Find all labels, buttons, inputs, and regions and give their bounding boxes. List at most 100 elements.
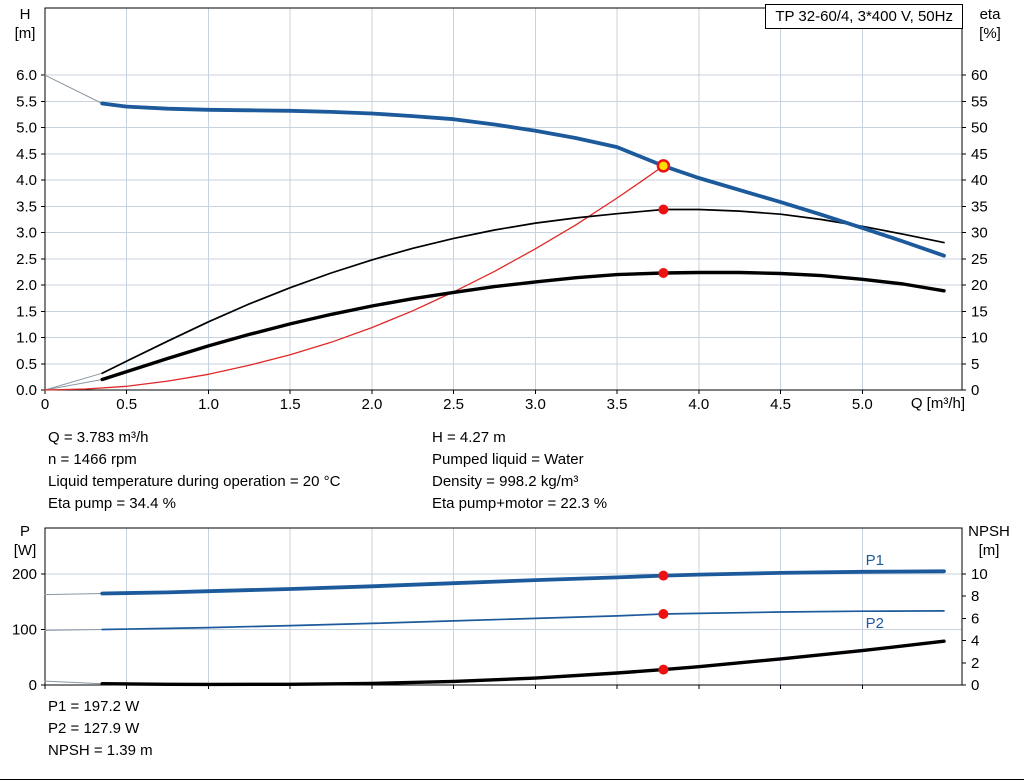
info-line-npsh: NPSH = 1.39 m [48, 742, 153, 759]
p-axis-title-symbol: P [19, 523, 30, 540]
y-left-tick-label: 3.5 [16, 198, 37, 215]
operating-point [656, 159, 671, 173]
y-left-tick-label: 1.5 [16, 303, 37, 320]
y-right-tick-label: 60 [971, 67, 988, 84]
duty-point-eta-pump-motor [658, 268, 669, 278]
eta-pump-line [101, 208, 945, 375]
info-line-q: Q = 3.783 m³/h [48, 429, 149, 446]
x-tick-label: 1.0 [198, 396, 219, 413]
plot-border [44, 527, 963, 686]
p2-label: P2 [866, 615, 884, 632]
y-right-tick-label: 45 [971, 146, 988, 163]
y-right-tick-label: 5 [971, 356, 979, 373]
y-left-tick-label: 0.5 [16, 356, 37, 373]
bottom-divider [0, 779, 1024, 780]
x-tick-label: 2.5 [443, 396, 464, 413]
p1-lead-line [44, 593, 103, 596]
npsh-axis-title: NPSH [m] [960, 522, 1018, 560]
duty-point-eta-pump [658, 204, 669, 215]
y-right-tick-label: 0 [971, 382, 979, 399]
y-right-tick-label: 4 [971, 633, 979, 650]
y-right-tick-label: 10 [971, 566, 988, 583]
h-axis-title-symbol: H [19, 6, 31, 23]
p2-lead-line [44, 629, 103, 631]
y-left-tick-label: 200 [12, 566, 37, 583]
y-left-tick-label: 2.0 [16, 277, 37, 294]
y-right-tick-label: 55 [971, 93, 988, 110]
eta-motor-lead-line [44, 379, 103, 391]
eta-axis-title-symbol: eta [979, 6, 1001, 23]
y-right-tick-label: 2 [971, 655, 979, 672]
y-left-tick-label: 100 [12, 622, 37, 639]
y-right-tick-label: 35 [971, 198, 988, 215]
info-line-p1: P1 = 197.2 W [48, 698, 140, 715]
y-left-tick-label: 6.0 [16, 67, 37, 84]
npsh-lead-line [44, 680, 103, 685]
eta-pump-lead-line [44, 372, 103, 391]
power-npsh-chart[interactable]: 0 100 200 0 2 4 6 8 10 P1 P2 [0, 520, 1024, 695]
npsh-curve-line [100, 639, 946, 687]
npsh-axis-title-unit: [m] [978, 542, 1000, 559]
x-tick-label: 4.0 [688, 396, 709, 413]
info-line-eta-pump: Eta pump = 34.4 % [48, 495, 176, 512]
y-left-tick-label: 5.5 [16, 93, 37, 110]
eta-axis-title: eta [%] [967, 5, 1013, 43]
p1-label: P1 [866, 552, 884, 569]
y-right-tick-label: 50 [971, 120, 988, 137]
y-right-tick-label: 0 [971, 677, 979, 694]
power-info: P1 = 197.2 W P2 = 127.9 W NPSH = 1.39 m [48, 696, 153, 762]
y-right-tick-label: 6 [971, 610, 979, 627]
info-line-eta-pump-motor: Eta pump+motor = 22.3 % [432, 495, 608, 512]
y-left-tick-label: 4.0 [16, 172, 37, 189]
x-tick-label: 5.0 [852, 396, 873, 413]
npsh-axis-title-symbol: NPSH [968, 523, 1010, 540]
y-right-tick-label: 15 [971, 303, 988, 320]
y-left-tick-label: 3.0 [16, 225, 37, 242]
info-line-head: H = 4.27 m [432, 429, 506, 446]
y-left-tick-label: 5.0 [16, 120, 37, 137]
head-lead-line [44, 74, 103, 104]
y-right-tick-label: 30 [971, 225, 988, 242]
head-efficiency-chart[interactable]: 0 0.5 1.0 1.5 2.0 2.5 3.0 3.5 4.0 4.5 5.0 0.0 0.5 1.0… [0, 0, 1024, 420]
x-tick-label: 3.5 [607, 396, 628, 413]
duty-info-left: Q = 3.783 m³/h n = 1466 rpm Liquid tempe… [48, 427, 340, 515]
y-right-tick-label: 40 [971, 172, 988, 189]
eta-pump-motor-line [100, 270, 946, 382]
info-line-pumped-liquid: Pumped liquid = Water [432, 451, 584, 468]
eta-axis-title-unit: [%] [979, 25, 1001, 42]
q-axis-title: Q [m³/h] [910, 395, 965, 412]
info-line-density: Density = 998.2 kg/m³ [432, 473, 579, 490]
y-left-tick-label: 4.5 [16, 146, 37, 163]
p1-curve-line [100, 569, 946, 596]
duty-info-right: H = 4.27 m Pumped liquid = Water Density… [432, 427, 607, 515]
x-tick-label: 0.5 [116, 396, 137, 413]
p-axis-title: P [W] [6, 522, 44, 560]
h-axis-title-unit: [m] [14, 25, 36, 42]
y-right-tick-label: 8 [971, 588, 979, 605]
info-line-speed: n = 1466 rpm [48, 451, 137, 468]
x-tick-label: 4.5 [770, 396, 791, 413]
x-tick-label: 3.0 [525, 396, 546, 413]
y-left-tick-label: 0 [29, 677, 37, 694]
y-right-tick-label: 25 [971, 251, 988, 268]
x-tick-label: 2.0 [361, 396, 382, 413]
p2-curve-line [101, 610, 945, 631]
duty-point-npsh [658, 664, 669, 675]
info-line-liquid-temp: Liquid temperature during operation = 20… [48, 473, 341, 490]
y-left-tick-label: 1.0 [16, 330, 37, 347]
duty-point-p2 [658, 609, 669, 619]
y-right-tick-label: 20 [971, 277, 988, 294]
y-right-tick-label: 10 [971, 330, 988, 347]
x-tick-label: 0 [41, 396, 49, 413]
plot-border [44, 7, 963, 391]
pump-model-badge: TP 32-60/4, 3*400 V, 50Hz [765, 4, 963, 29]
info-line-p2: P2 = 127.9 W [48, 720, 140, 737]
y-left-tick-label: 2.5 [16, 251, 37, 268]
duty-point-p1 [658, 570, 669, 581]
head-curve-line [100, 101, 946, 258]
h-axis-title: H [m] [6, 5, 44, 43]
x-tick-label: 1.5 [280, 396, 301, 413]
y-left-tick-label: 0.0 [16, 382, 37, 399]
p-axis-title-unit: [W] [13, 542, 37, 559]
